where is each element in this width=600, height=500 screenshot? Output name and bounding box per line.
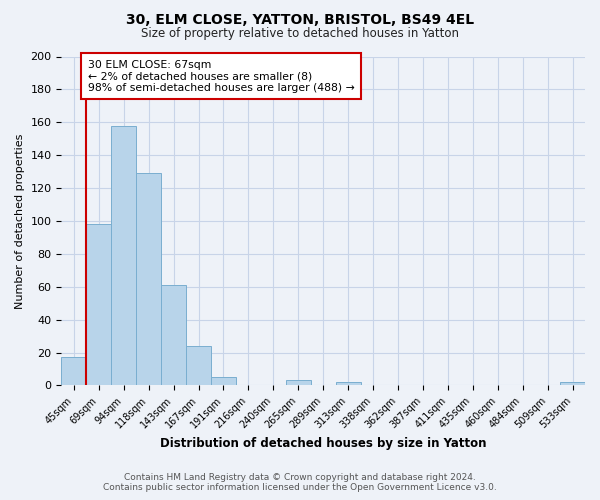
Bar <box>211 377 236 386</box>
Bar <box>186 346 211 386</box>
Bar <box>335 382 361 386</box>
Bar <box>61 358 86 386</box>
X-axis label: Distribution of detached houses by size in Yatton: Distribution of detached houses by size … <box>160 437 487 450</box>
Text: Size of property relative to detached houses in Yatton: Size of property relative to detached ho… <box>141 28 459 40</box>
Text: 30 ELM CLOSE: 67sqm
← 2% of detached houses are smaller (8)
98% of semi-detached: 30 ELM CLOSE: 67sqm ← 2% of detached hou… <box>88 60 355 93</box>
Text: 30, ELM CLOSE, YATTON, BRISTOL, BS49 4EL: 30, ELM CLOSE, YATTON, BRISTOL, BS49 4EL <box>126 12 474 26</box>
Bar <box>111 126 136 386</box>
Bar <box>560 382 585 386</box>
Text: Contains HM Land Registry data © Crown copyright and database right 2024.
Contai: Contains HM Land Registry data © Crown c… <box>103 473 497 492</box>
Y-axis label: Number of detached properties: Number of detached properties <box>15 134 25 308</box>
Bar <box>286 380 311 386</box>
Bar <box>86 224 111 386</box>
Bar <box>161 285 186 386</box>
Bar <box>136 174 161 386</box>
